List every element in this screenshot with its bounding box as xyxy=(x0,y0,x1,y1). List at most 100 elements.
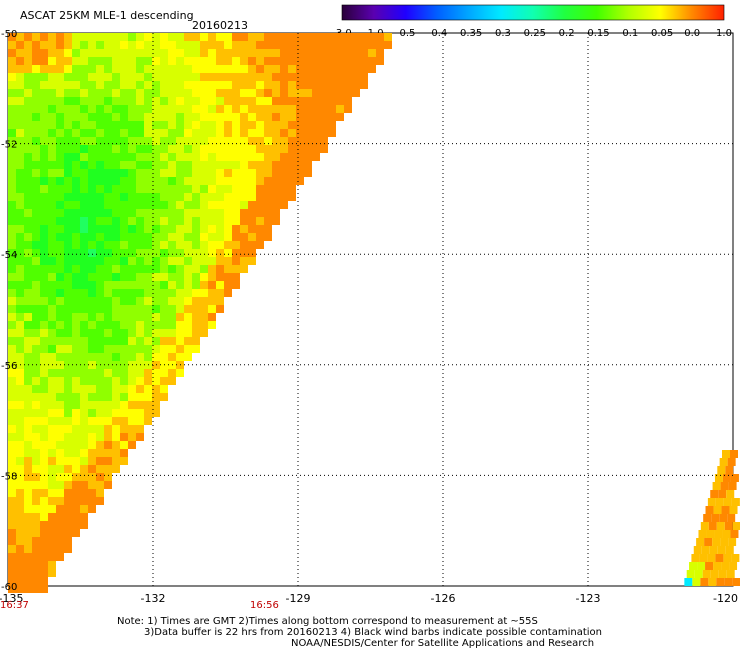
wind-cell xyxy=(288,97,296,105)
wind-cell xyxy=(48,129,56,137)
wind-cell xyxy=(336,89,344,97)
wind-cell xyxy=(264,65,272,73)
wind-cell xyxy=(16,489,24,497)
wind-cell xyxy=(128,209,136,217)
wind-cell xyxy=(152,113,160,121)
wind-cell xyxy=(40,81,48,89)
wind-cell xyxy=(296,57,304,65)
wind-cell xyxy=(296,49,304,57)
wind-cell xyxy=(224,145,232,153)
wind-cell xyxy=(232,201,240,209)
wind-cell xyxy=(104,377,112,385)
wind-cell xyxy=(208,97,216,105)
wind-cell xyxy=(722,450,730,458)
wind-cell xyxy=(176,257,184,265)
wind-cell xyxy=(240,121,248,129)
wind-cell xyxy=(32,105,40,113)
wind-cell xyxy=(32,225,40,233)
wind-cell xyxy=(48,81,56,89)
wind-cell xyxy=(288,57,296,65)
wind-cell xyxy=(128,65,136,73)
wind-cell xyxy=(48,177,56,185)
wind-cell xyxy=(328,33,336,41)
wind-cell xyxy=(40,313,48,321)
wind-cell xyxy=(104,393,112,401)
wind-cell xyxy=(64,425,72,433)
wind-cell xyxy=(56,249,64,257)
wind-cell xyxy=(32,577,40,585)
wind-cell xyxy=(176,145,184,153)
wind-cell xyxy=(152,281,160,289)
wind-cell xyxy=(128,353,136,361)
wind-cell xyxy=(288,41,296,49)
wind-cell xyxy=(256,65,264,73)
wind-cell xyxy=(368,65,376,73)
wind-cell xyxy=(200,305,208,313)
wind-cell xyxy=(128,401,136,409)
wind-cell xyxy=(56,297,64,305)
wind-cell xyxy=(272,161,280,169)
wind-cell xyxy=(176,153,184,161)
wind-cell xyxy=(152,169,160,177)
wind-cell xyxy=(208,233,216,241)
wind-cell xyxy=(128,145,136,153)
wind-cell xyxy=(184,265,192,273)
wind-cell xyxy=(32,265,40,273)
wind-cell xyxy=(80,193,88,201)
wind-cell xyxy=(128,33,136,41)
wind-cell xyxy=(104,57,112,65)
wind-cell xyxy=(64,65,72,73)
wind-cell xyxy=(24,313,32,321)
wind-cell xyxy=(176,113,184,121)
wind-cell xyxy=(32,585,40,593)
wind-cell xyxy=(40,497,48,505)
wind-cell xyxy=(714,530,723,538)
wind-cell xyxy=(112,249,120,257)
wind-cell xyxy=(296,97,304,105)
wind-cell xyxy=(152,385,160,393)
wind-cell xyxy=(24,129,32,137)
wind-cell xyxy=(64,193,72,201)
wind-cell xyxy=(376,33,384,41)
wind-cell xyxy=(24,537,32,545)
wind-cell xyxy=(40,33,48,41)
wind-cell xyxy=(136,369,144,377)
wind-cell xyxy=(16,281,24,289)
wind-cell xyxy=(192,33,200,41)
wind-cell xyxy=(64,465,72,473)
wind-cell xyxy=(232,233,240,241)
wind-cell xyxy=(248,209,256,217)
wind-cell xyxy=(192,249,200,257)
wind-cell xyxy=(144,129,152,137)
wind-cell xyxy=(144,305,152,313)
wind-cell xyxy=(192,177,200,185)
wind-cell xyxy=(336,81,344,89)
wind-cell xyxy=(216,161,224,169)
wind-cell xyxy=(168,105,176,113)
wind-cell xyxy=(184,169,192,177)
wind-cell xyxy=(296,161,304,169)
wind-cell xyxy=(240,129,248,137)
wind-cell xyxy=(208,121,216,129)
wind-cell xyxy=(8,313,16,321)
wind-cell xyxy=(256,169,264,177)
wind-cell xyxy=(152,257,160,265)
wind-cell xyxy=(80,121,88,129)
wind-cell xyxy=(8,369,16,377)
wind-cell xyxy=(128,201,136,209)
wind-cell xyxy=(200,113,208,121)
wind-cell xyxy=(8,209,16,217)
wind-cell xyxy=(272,113,280,121)
wind-cell xyxy=(216,297,224,305)
wind-cell xyxy=(24,393,32,401)
wind-cell xyxy=(144,185,152,193)
wind-cell xyxy=(16,521,24,529)
wind-cell xyxy=(176,81,184,89)
wind-cell xyxy=(112,241,120,249)
wind-cell xyxy=(80,249,88,257)
wind-cell xyxy=(72,505,80,513)
wind-cell xyxy=(192,297,200,305)
wind-cell xyxy=(16,145,24,153)
wind-cell xyxy=(152,33,160,41)
wind-cell xyxy=(56,49,64,57)
